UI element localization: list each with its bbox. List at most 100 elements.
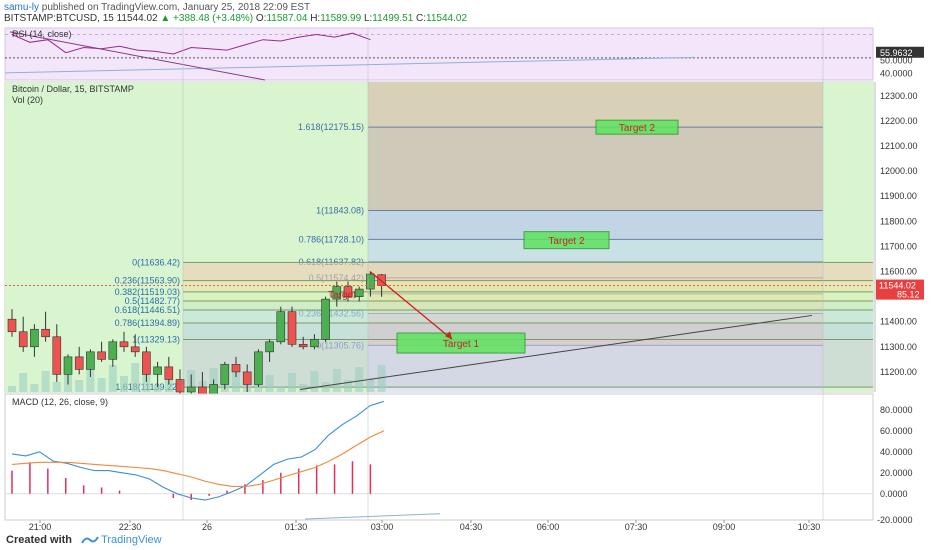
candle-body — [298, 344, 308, 348]
price-tick-label: 11700.00 — [880, 241, 917, 251]
target-box — [595, 119, 679, 135]
candle-body — [153, 366, 162, 375]
macd-tick-label: 80.0000 — [880, 405, 913, 415]
volume-bar — [142, 374, 151, 392]
macd-title: MACD (12, 26, close, 9) — [12, 397, 108, 407]
rsi-tick-label: 40.0000 — [880, 69, 913, 79]
fib-right-label: 1.618(12175.15) — [298, 122, 364, 132]
rsi-line — [11, 32, 371, 55]
volume-bar — [8, 386, 16, 392]
open-value: 11587.04 — [266, 13, 308, 24]
rsi-pane — [4, 27, 874, 81]
price-change: ▲ +388.48 (+3.48%) — [160, 13, 254, 24]
candle-body — [186, 386, 196, 393]
candle-body — [254, 351, 263, 385]
fib-right-top-band — [368, 82, 823, 128]
footer: Created with TradingView — [6, 534, 162, 546]
volume-bar — [97, 378, 106, 392]
volume-bar — [377, 365, 386, 392]
candle-body — [18, 331, 28, 348]
price-tick-label: 11400.00 — [880, 317, 917, 327]
candle-body — [97, 351, 106, 360]
price-tick-label: 11800.00 — [880, 216, 917, 226]
high-value: 11589.99 — [320, 13, 362, 24]
volume-bar — [52, 382, 61, 392]
fib-left-band — [183, 322, 873, 340]
fib-right-label: 1(11843.08) — [316, 205, 364, 215]
macd-pane — [4, 393, 874, 521]
low-value: 11499.51 — [372, 13, 414, 24]
publish-line: samu-ly published on TradingView.com, Ja… — [4, 2, 310, 13]
last-price-label: 11544.02 — [879, 281, 916, 291]
volume-bar — [30, 384, 39, 392]
macd-trendline — [304, 513, 441, 520]
time-tick-label: 10:30 — [798, 522, 821, 532]
volume-bar — [232, 366, 240, 392]
trendline — [299, 314, 813, 390]
candle-body — [343, 286, 353, 297]
volume-bar — [276, 386, 285, 392]
candle-body — [332, 286, 342, 300]
volume-bar — [19, 373, 28, 392]
volume-bar — [265, 375, 274, 392]
volume-badge-label: 85.12 — [897, 290, 920, 300]
volume-bar — [299, 384, 308, 392]
candle-body — [41, 328, 50, 338]
last-price-badge — [876, 279, 924, 291]
open-label: O: — [253, 13, 267, 24]
volume-bar — [288, 373, 296, 392]
rsi-trendline — [4, 56, 696, 74]
macd-bottom-tick-label: -20.0000 — [877, 515, 913, 525]
candle-body — [198, 386, 207, 395]
time-tick-label: 21:00 — [29, 522, 52, 532]
price-tick-label: 12300.00 — [880, 91, 918, 101]
main-title: Bitcoin / Dollar, 15, BITSTAMP — [12, 84, 134, 94]
fib-left-label: 0.382(11519.03) — [115, 287, 180, 297]
volume-bar — [86, 367, 95, 392]
candle-body — [354, 288, 364, 297]
tradingview-brand[interactable]: TradingView — [101, 534, 162, 546]
target-box — [396, 332, 526, 354]
candle-body — [231, 364, 241, 373]
volume-title: Vol (20) — [12, 95, 43, 105]
candle-body — [86, 351, 95, 370]
time-tick-label: 26 — [202, 522, 212, 532]
candle-body — [63, 356, 73, 375]
target-label: Target 1 — [443, 339, 480, 350]
price-tick-label: 11300.00 — [880, 342, 917, 352]
close-value: 11544.02 — [426, 13, 468, 24]
created-with-text: Created with — [6, 534, 73, 546]
candle-body — [142, 351, 151, 375]
time-tick-label: 09:00 — [713, 522, 736, 532]
price-tick-label: 11600.00 — [880, 267, 917, 277]
projection-arrow — [369, 271, 453, 340]
candle-body — [220, 364, 230, 385]
macd-tick-label: 60.0000 — [880, 426, 913, 436]
candle-body — [30, 328, 39, 348]
candle-body — [119, 341, 129, 348]
macd-signal-line — [11, 430, 385, 487]
candle-body — [108, 341, 118, 360]
author-link[interactable]: samu-ly — [4, 2, 40, 13]
rsi-title: RSI (14, close) — [12, 29, 72, 39]
price-tick-label: 11900.00 — [880, 191, 917, 201]
macd-tick-label: 20.0000 — [880, 468, 913, 478]
macd-tick-label: 40.0000 — [880, 447, 913, 457]
rsi-current-label: 55.9632 — [880, 48, 913, 58]
time-tick-label: 01:30 — [285, 522, 308, 532]
time-tick-label: 07:30 — [625, 522, 648, 532]
price-tick-label: 12200.00 — [880, 116, 918, 126]
fib-left-label: 0.5(11482.77) — [125, 296, 180, 306]
fib-left-band — [183, 262, 873, 281]
candle-body — [276, 311, 286, 343]
volume-badge — [876, 288, 924, 300]
volume-bar — [75, 380, 84, 392]
candle-body — [74, 356, 84, 370]
price-tick-label: 12000.00 — [880, 166, 918, 176]
candle-body — [130, 346, 140, 353]
volume-bar — [332, 369, 341, 392]
fib-left-label: 0.236(11563.90) — [115, 276, 180, 286]
candle-body — [321, 298, 330, 340]
volume-bar — [355, 367, 364, 392]
